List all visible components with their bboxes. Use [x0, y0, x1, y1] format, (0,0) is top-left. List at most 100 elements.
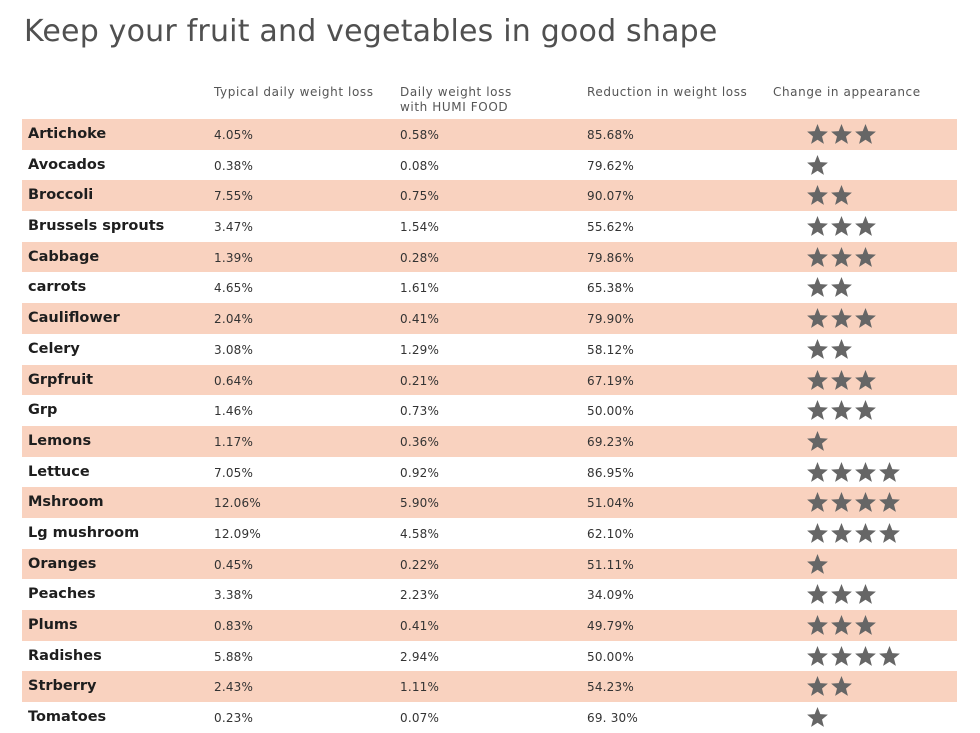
row-name: Lettuce	[28, 463, 90, 480]
star-icon	[855, 584, 876, 605]
humi-loss-cell: 0.08%	[400, 158, 440, 173]
star-icon	[855, 369, 876, 390]
humi-loss-cell: 0.92%	[400, 465, 440, 480]
star-icon	[807, 522, 828, 543]
star-icon	[807, 185, 828, 206]
typical-loss-cell: 5.88%	[214, 649, 254, 664]
table-row: Avocados 0.38% 0.08% 79.62%	[22, 150, 957, 181]
star-icon	[879, 492, 900, 513]
appearance-rating	[806, 522, 901, 545]
appearance-rating	[806, 123, 877, 146]
row-name: Brussels sprouts	[28, 218, 165, 235]
humi-loss-cell: 0.21%	[400, 373, 440, 388]
table-row: Lettuce 7.05% 0.92% 86.95%	[22, 457, 957, 488]
humi-loss-cell: 1.61%	[400, 281, 440, 296]
table-row: Cabbage 1.39% 0.28% 79.86%	[22, 241, 957, 273]
reduction-cell: 50.00%	[587, 404, 634, 419]
header-appearance-label: Change in appearance	[773, 85, 921, 99]
row-name: Plums	[28, 617, 78, 633]
star-icon	[831, 185, 852, 206]
star-icon	[831, 124, 852, 144]
star-icon	[831, 492, 852, 513]
appearance-rating	[806, 675, 853, 698]
appearance-rating	[806, 706, 829, 729]
star-icon	[807, 615, 828, 635]
reduction-cell: 55.62%	[587, 220, 634, 235]
star-icon	[807, 430, 828, 451]
row-name: Cauliflower	[28, 310, 120, 327]
star-icon	[831, 584, 852, 605]
typical-loss-cell: 0.64%	[214, 373, 254, 388]
star-icon	[831, 277, 852, 298]
typical-loss-cell: 12.09%	[214, 526, 261, 541]
header-humi-line2: with HUMI FOOD	[400, 100, 509, 114]
header-humi: Daily weight loss with HUMI FOOD	[400, 85, 512, 115]
reduction-cell: 65.38%	[587, 281, 634, 296]
star-icon	[879, 522, 900, 543]
humi-loss-cell: 0.41%	[400, 619, 440, 633]
star-icon	[807, 216, 828, 236]
row-name: Mshroom	[28, 494, 104, 511]
row-name: Peaches	[28, 586, 96, 603]
table-row: Mshroom 12.06% 5.90% 51.04%	[22, 487, 957, 518]
table-row: Celery 3.08% 1.29% 58.12%	[22, 334, 957, 365]
humi-loss-cell: 0.07%	[400, 711, 440, 726]
reduction-cell: 79.86%	[587, 250, 634, 265]
typical-loss-cell: 0.45%	[214, 557, 254, 572]
header-typical: Typical daily weight loss	[214, 85, 374, 100]
appearance-rating	[806, 583, 877, 606]
header-reduction-label: Reduction in weight loss	[587, 85, 748, 99]
humi-loss-cell: 0.41%	[400, 312, 440, 327]
table-row: Grp 1.46% 0.73% 50.00%	[22, 395, 957, 426]
typical-loss-cell: 2.43%	[214, 680, 254, 695]
table-row: Lemons 1.17% 0.36% 69.23%	[22, 425, 957, 457]
appearance-rating	[806, 491, 901, 514]
star-icon	[807, 246, 828, 267]
table-row: Cauliflower 2.04% 0.41% 79.90%	[22, 303, 957, 334]
data-table: Artichoke 4.05% 0.58% 85.68% Avocados 0.38% 0.…	[22, 119, 957, 733]
typical-loss-cell: 1.46%	[214, 404, 254, 419]
typical-loss-cell: 7.55%	[214, 189, 254, 204]
header-appearance: Change in appearance	[773, 85, 921, 100]
star-icon	[879, 645, 900, 666]
reduction-cell: 67.19%	[587, 373, 634, 388]
reduction-cell: 49.79%	[587, 619, 634, 633]
typical-loss-cell: 12.06%	[214, 496, 261, 511]
star-icon	[831, 676, 852, 697]
appearance-rating	[806, 215, 877, 238]
table-row: Brussels sprouts 3.47% 1.54% 55.62%	[22, 211, 957, 242]
star-icon	[807, 308, 828, 329]
humi-loss-cell: 0.73%	[400, 404, 440, 419]
row-name: Avocados	[28, 156, 106, 173]
star-icon	[831, 369, 852, 390]
humi-loss-cell: 0.75%	[400, 189, 440, 204]
reduction-cell: 50.00%	[587, 649, 634, 664]
table-row: Artichoke 4.05% 0.58% 85.68%	[22, 119, 957, 150]
humi-loss-cell: 2.23%	[400, 588, 440, 603]
star-icon	[831, 338, 852, 359]
appearance-rating	[806, 645, 901, 668]
star-icon	[807, 400, 828, 421]
star-icon	[855, 615, 876, 635]
humi-loss-cell: 1.29%	[400, 342, 440, 357]
table-row: Radishes 5.88% 2.94% 50.00%	[22, 641, 957, 672]
star-icon	[831, 216, 852, 236]
star-icon	[807, 369, 828, 390]
table-row: Lg mushroom 12.09% 4.58% 62.10%	[22, 518, 957, 549]
star-icon	[831, 645, 852, 666]
reduction-cell: 79.62%	[587, 158, 634, 173]
row-name: Lemons	[28, 432, 92, 449]
table-row: Oranges 0.45% 0.22% 51.11%	[22, 548, 957, 580]
header-reduction: Reduction in weight loss	[587, 85, 747, 100]
page-title: Keep your fruit and vegetables in good s…	[24, 14, 718, 49]
humi-loss-cell: 2.94%	[400, 649, 440, 664]
typical-loss-cell: 0.38%	[214, 158, 254, 173]
table-row: Strberry 2.43% 1.11% 54.23%	[22, 671, 957, 703]
star-icon	[855, 645, 876, 666]
typical-loss-cell: 1.17%	[214, 434, 254, 449]
humi-loss-cell: 0.28%	[400, 250, 440, 265]
star-icon	[807, 553, 828, 574]
star-icon	[807, 124, 828, 144]
row-name: Oranges	[28, 555, 97, 572]
appearance-rating	[806, 614, 877, 637]
